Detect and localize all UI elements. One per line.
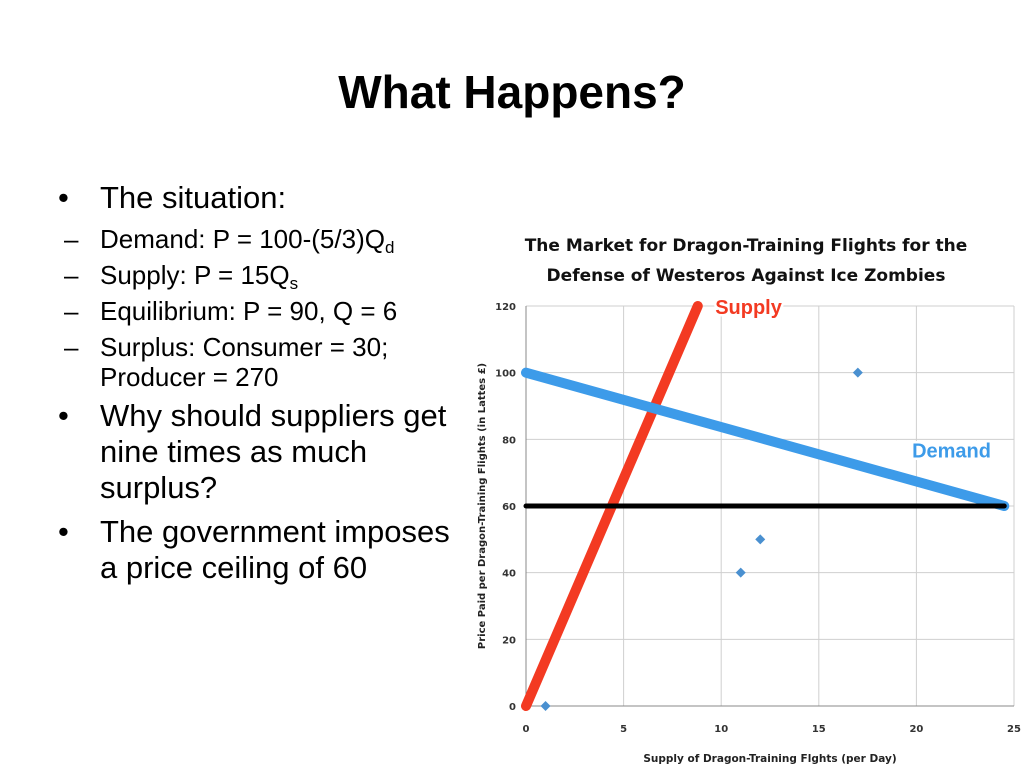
sub-bullet-dash: – [64, 296, 79, 326]
chart-title-line-2: Defense of Westeros Against Ice Zombies [547, 266, 946, 286]
bullet-dot: • [58, 398, 69, 433]
x-axis-label: Supply of Dragon-Training Flghts (per Da… [643, 753, 896, 765]
scatter-point [852, 367, 863, 378]
y-tick-label: 40 [502, 569, 516, 580]
x-tick-label: 20 [909, 724, 923, 735]
bullet-text: Why should suppliers get nine times as m… [100, 398, 447, 505]
x-tick-label: 10 [714, 724, 728, 735]
y-tick-label: 20 [502, 635, 516, 646]
y-tick-label: 100 [495, 369, 516, 380]
chart: The Market for Dragon-Training Flights f… [468, 222, 1024, 768]
bullet-dot: • [58, 180, 69, 215]
series-label-supply: Supply [715, 297, 783, 319]
slide-title: What Happens? [338, 66, 686, 118]
sub-bullet-item: – Equilibrium: P = 90, Q = 6 [58, 296, 468, 326]
sub-bullet-item: – Supply: P = 15Qs [58, 260, 468, 293]
y-tick-label: 0 [509, 702, 516, 713]
sub-bullet-text: Surplus: Consumer = 30; Producer = 270 [100, 332, 389, 392]
x-tick-label: 5 [620, 724, 627, 735]
series-label-demand: Demand [912, 440, 991, 462]
chart-svg: The Market for Dragon-Training Flights f… [477, 236, 1021, 765]
bullet-item: • Why should suppliers get nine times as … [58, 398, 468, 506]
y-tick-label: 60 [502, 502, 516, 513]
sub-bullet-item: – Surplus: Consumer = 30; Producer = 270 [58, 332, 468, 392]
sub-bullet-list: – Demand: P = 100-(5/3)Qd – Supply: P = 15Q… [58, 224, 468, 392]
y-tick-label: 120 [495, 302, 516, 313]
bullet-list: • The situation: – Demand: P = 100-(5/3)Qd –… [58, 180, 468, 594]
chart-title-line-1: The Market for Dragon-Training Flights f… [525, 236, 968, 256]
series-line-demand [521, 367, 1010, 511]
x-tick-label: 25 [1007, 724, 1021, 735]
scatter-point [540, 701, 551, 711]
bullet-item: • The government imposes a price ceiling … [58, 514, 468, 586]
bullet-text: The government imposes a price ceiling o… [100, 514, 450, 585]
scatter-point [735, 567, 746, 578]
bullet-text: The situation: [100, 180, 287, 215]
bullet-item: • The situation: [58, 180, 468, 216]
y-axis-label: Price Paid per Dragon-Training Flights (… [477, 363, 488, 649]
sub-bullet-text: Equilibrium: P = 90, Q = 6 [100, 296, 398, 326]
sub-bullet-text: Demand: P = 100-(5/3)Q [100, 224, 385, 254]
sub-bullet-item: – Demand: P = 100-(5/3)Qd [58, 224, 468, 257]
sub-bullet-dash: – [64, 332, 79, 362]
x-tick-label: 15 [812, 724, 826, 735]
x-tick-label: 0 [523, 724, 530, 735]
subscript: d [384, 238, 395, 257]
sub-bullet-text: Supply: P = 15Q [100, 260, 290, 290]
y-tick-label: 80 [502, 435, 516, 446]
bullet-dot: • [58, 514, 69, 549]
sub-bullet-dash: – [64, 260, 79, 290]
scatter-point [755, 534, 766, 545]
subscript: s [289, 274, 299, 293]
sub-bullet-dash: – [64, 224, 79, 254]
